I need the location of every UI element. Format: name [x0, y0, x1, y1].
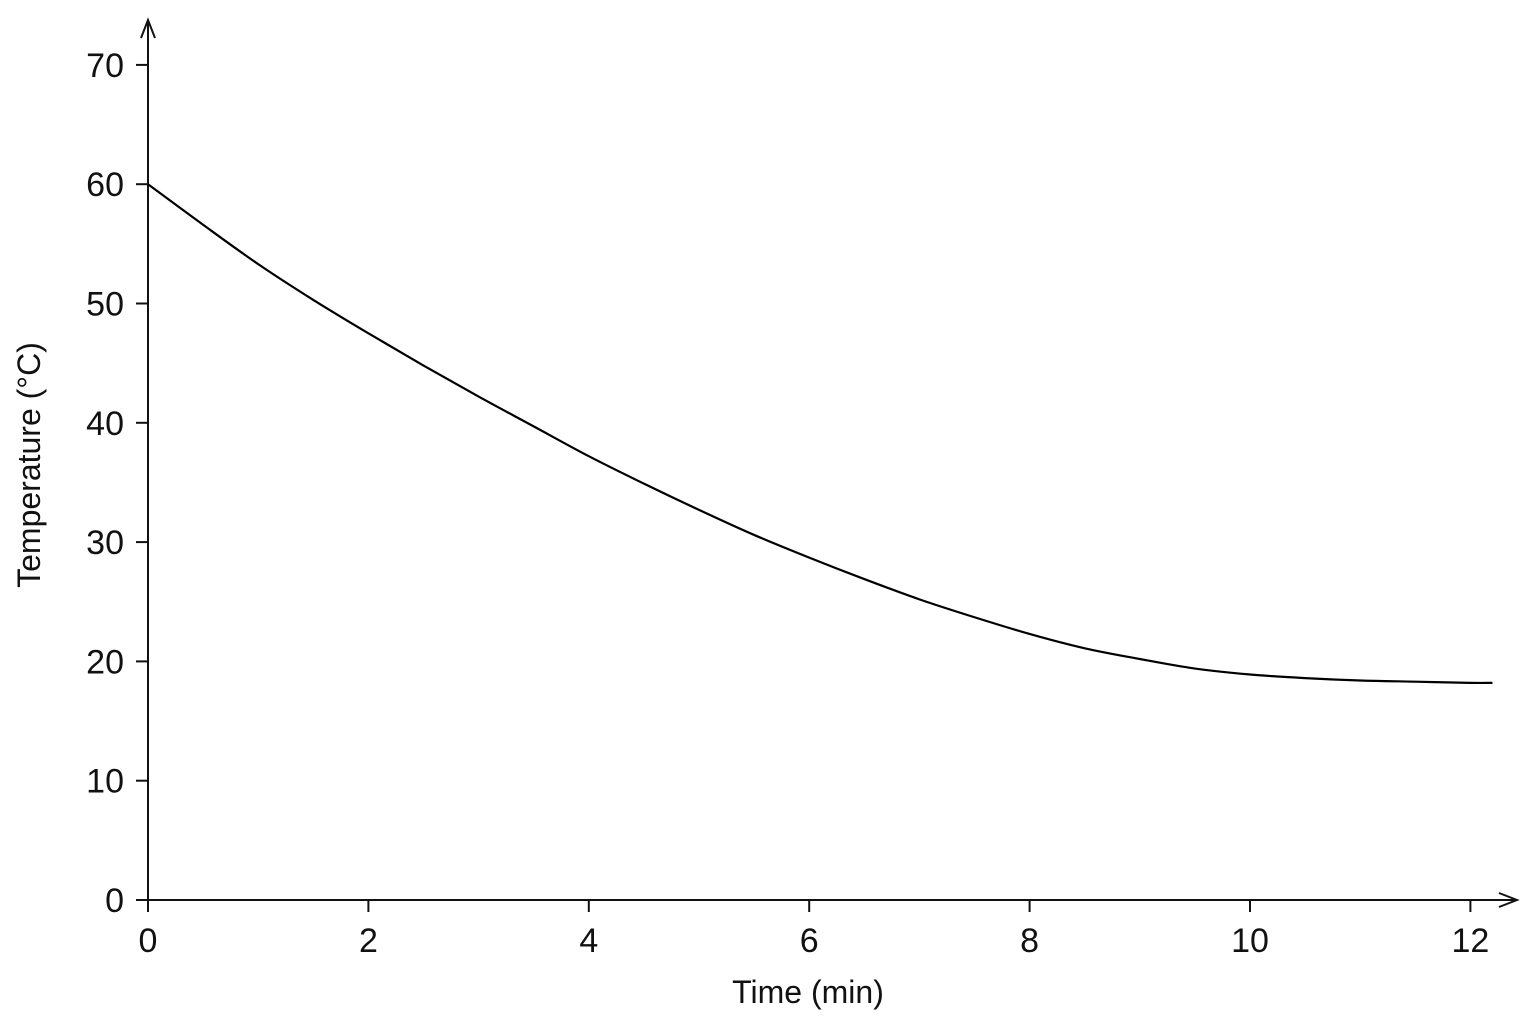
y-axis-title: Temperature (°C) — [11, 342, 47, 588]
y-tick-label: 20 — [86, 643, 124, 681]
x-tick-label: 6 — [800, 922, 819, 960]
x-tick-label: 10 — [1231, 922, 1269, 960]
y-tick-label: 40 — [86, 405, 124, 443]
x-ticks: 0 2 4 6 8 10 12 — [139, 900, 1489, 960]
x-tick-label: 8 — [1020, 922, 1039, 960]
y-tick-label: 30 — [86, 524, 124, 562]
x-axis-arrow — [1498, 892, 1520, 908]
x-tick-label: 0 — [139, 922, 158, 960]
y-tick-label: 50 — [86, 286, 124, 324]
x-axis-title: Time (min) — [732, 974, 884, 1010]
y-axis-arrow — [140, 17, 156, 39]
axes — [140, 17, 1520, 908]
y-tick-label: 0 — [105, 882, 124, 920]
y-tick-label: 70 — [86, 47, 124, 85]
x-tick-label: 2 — [359, 922, 378, 960]
y-tick-label: 60 — [86, 166, 124, 204]
cooling-curve-line — [147, 183, 1493, 685]
y-tick-label: 10 — [86, 763, 124, 801]
x-tick-label: 4 — [579, 922, 598, 960]
x-tick-label: 12 — [1451, 922, 1489, 960]
y-ticks: 0 10 20 30 40 50 60 70 — [86, 47, 148, 920]
series-layer — [147, 183, 1493, 685]
